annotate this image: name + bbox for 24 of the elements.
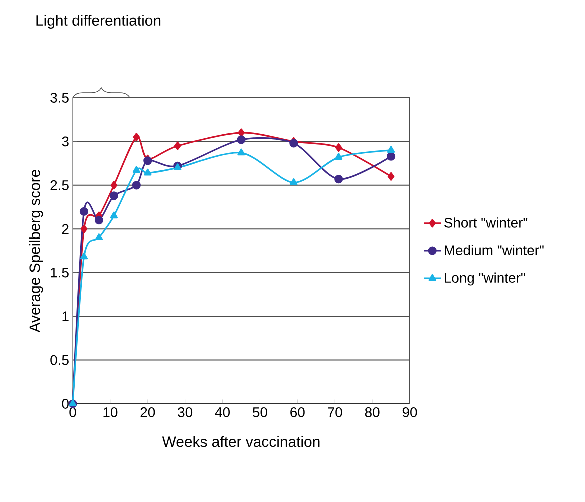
x-axis-title: Weeks after vaccination bbox=[162, 436, 320, 448]
text: Light differentiation bbox=[36, 15, 161, 29]
y-tick-label: 0.5 bbox=[50, 355, 69, 366]
y-tick-label: 2 bbox=[62, 224, 69, 234]
x-tick-label: 20 bbox=[140, 408, 156, 418]
y-tick-label: 3 bbox=[62, 136, 69, 147]
legend-label: Medium "winter" bbox=[445, 245, 544, 256]
legend-label: Short "winter" bbox=[444, 218, 528, 228]
x-tick-label: 0 bbox=[70, 408, 76, 418]
x-tick-label: 40 bbox=[215, 408, 230, 418]
y-tick-label: 0 bbox=[62, 399, 69, 409]
x-tick-label: 50 bbox=[253, 408, 268, 418]
y-tick-label: 2.5 bbox=[50, 180, 69, 190]
legend-label: Long "winter" bbox=[445, 272, 526, 286]
x-tick-label: 80 bbox=[365, 408, 380, 418]
x-tick-label: 60 bbox=[290, 408, 305, 418]
x-tick-label: 30 bbox=[178, 408, 193, 418]
x-tick-label: 10 bbox=[104, 408, 118, 418]
x-tick-label: 70 bbox=[328, 408, 342, 418]
y-tick-label: 1.5 bbox=[51, 268, 69, 278]
y-axis-title: Average Speilberg score bbox=[29, 170, 44, 333]
x-tick-label: 90 bbox=[402, 408, 418, 418]
y-tick-label: 1 bbox=[62, 312, 69, 322]
y-tick-label: 3.5 bbox=[50, 93, 69, 103]
